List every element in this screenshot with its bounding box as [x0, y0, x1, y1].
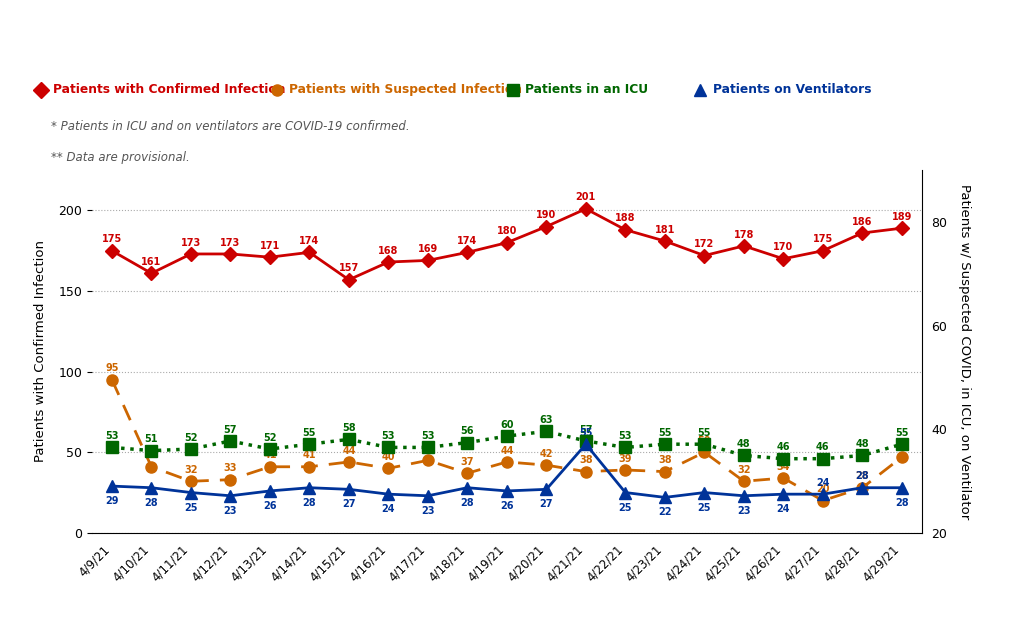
Text: 44: 44: [342, 446, 355, 456]
Text: 41: 41: [144, 451, 158, 460]
Text: 55: 55: [895, 428, 908, 438]
Text: 24: 24: [816, 478, 829, 488]
Text: 24: 24: [776, 504, 791, 514]
Text: 171: 171: [260, 241, 280, 251]
Text: 25: 25: [618, 503, 632, 512]
Text: 170: 170: [773, 243, 794, 252]
Y-axis label: Patients w/ Suspected COVID, in ICU, on Ventilator: Patients w/ Suspected COVID, in ICU, on …: [958, 184, 972, 519]
Text: 55: 55: [303, 428, 316, 438]
Text: 23: 23: [223, 506, 238, 516]
Text: 23: 23: [421, 506, 434, 516]
Text: 28: 28: [461, 498, 474, 508]
Text: 201: 201: [575, 193, 596, 202]
Text: 41: 41: [263, 451, 276, 460]
Text: 57: 57: [223, 424, 238, 435]
Text: 174: 174: [458, 236, 477, 246]
Text: 32: 32: [184, 465, 198, 475]
Text: 178: 178: [733, 230, 754, 239]
Text: 38: 38: [579, 455, 593, 465]
Text: 186: 186: [852, 216, 872, 227]
Text: 53: 53: [618, 431, 632, 441]
Text: 157: 157: [339, 263, 359, 273]
Text: 28: 28: [144, 498, 159, 508]
Text: 29: 29: [105, 496, 119, 506]
Text: 44: 44: [500, 446, 514, 456]
Text: 46: 46: [776, 442, 791, 453]
Text: 57: 57: [580, 424, 593, 435]
Text: 33: 33: [223, 464, 238, 473]
Text: ** Data are provisional.: ** Data are provisional.: [50, 151, 189, 164]
Text: 27: 27: [540, 499, 553, 509]
Text: * Patients in ICU and on ventilators are COVID-19 confirmed.: * Patients in ICU and on ventilators are…: [50, 120, 410, 133]
Text: 58: 58: [342, 423, 355, 433]
Text: 32: 32: [737, 465, 751, 475]
Text: 26: 26: [500, 501, 514, 511]
Text: 28: 28: [855, 471, 869, 482]
Text: Patients in an ICU: Patients in an ICU: [525, 83, 648, 96]
Text: 95: 95: [105, 363, 119, 374]
Text: 28: 28: [855, 471, 869, 482]
Text: Patients with Confirmed Infection: Patients with Confirmed Infection: [53, 83, 286, 96]
Text: 172: 172: [694, 239, 715, 249]
Text: 47: 47: [895, 441, 908, 451]
Text: 45: 45: [421, 444, 434, 454]
Text: 53: 53: [105, 431, 119, 441]
Text: 50: 50: [697, 436, 711, 446]
Text: 24: 24: [382, 504, 395, 514]
Text: 48: 48: [855, 439, 869, 449]
Text: 52: 52: [184, 433, 198, 443]
Text: 53: 53: [421, 431, 434, 441]
Text: 26: 26: [263, 501, 276, 511]
Text: 42: 42: [540, 449, 553, 459]
Text: 188: 188: [615, 213, 636, 223]
Text: 173: 173: [181, 238, 201, 248]
Text: 52: 52: [263, 433, 276, 443]
Text: 25: 25: [184, 503, 198, 512]
Text: 23: 23: [737, 506, 751, 516]
Text: 180: 180: [497, 227, 517, 236]
Text: 40: 40: [382, 452, 395, 462]
Text: 25: 25: [697, 503, 711, 512]
Text: 173: 173: [220, 238, 241, 248]
Text: 38: 38: [658, 455, 672, 465]
Text: 55: 55: [580, 428, 593, 438]
Text: 56: 56: [461, 426, 474, 437]
Y-axis label: Patients with Confirmed Infection: Patients with Confirmed Infection: [35, 241, 47, 462]
Text: 168: 168: [378, 246, 398, 256]
Text: 51: 51: [144, 434, 158, 444]
Text: 37: 37: [461, 457, 474, 467]
Text: 28: 28: [895, 498, 908, 508]
Text: 39: 39: [618, 454, 632, 464]
Text: Patients with Suspected Infection: Patients with Suspected Infection: [290, 83, 522, 96]
Text: 169: 169: [418, 244, 438, 254]
Text: 190: 190: [537, 210, 556, 220]
Text: 46: 46: [816, 442, 829, 453]
Text: 161: 161: [141, 257, 162, 267]
Text: 63: 63: [540, 415, 553, 425]
Text: 175: 175: [101, 234, 122, 245]
Text: 174: 174: [299, 236, 319, 246]
Text: 22: 22: [658, 507, 672, 517]
Text: 55: 55: [658, 428, 672, 438]
Text: 34: 34: [776, 462, 791, 472]
Text: 181: 181: [654, 225, 675, 235]
Text: COVID-19 Hospitalizations Reported by MS Hospitals, 4/9/21-4/29/21 *,**: COVID-19 Hospitalizations Reported by MS…: [12, 24, 892, 44]
Text: 175: 175: [813, 234, 833, 245]
Text: 48: 48: [737, 439, 751, 449]
Text: 55: 55: [697, 428, 711, 438]
Text: 60: 60: [500, 420, 514, 429]
Text: Patients on Ventilators: Patients on Ventilators: [713, 83, 871, 96]
Text: 53: 53: [382, 431, 395, 441]
Text: 189: 189: [892, 212, 912, 222]
Text: 41: 41: [303, 451, 316, 460]
Text: 27: 27: [342, 499, 355, 509]
Text: 20: 20: [816, 484, 829, 494]
Text: 28: 28: [302, 498, 316, 508]
